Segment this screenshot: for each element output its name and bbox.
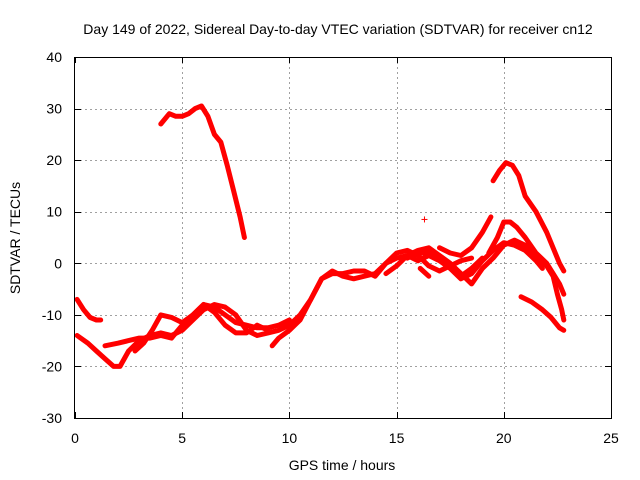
x-tick-label: 0 — [71, 430, 79, 446]
trace-11 — [490, 160, 567, 274]
trace-4 — [132, 302, 271, 354]
y-tick-label: 10 — [46, 204, 62, 220]
x-tick-label: 5 — [178, 430, 186, 446]
trace-9 — [404, 240, 545, 282]
plot-frame — [74, 57, 612, 419]
x-tick-label: 20 — [496, 430, 512, 446]
trace-10 — [437, 214, 494, 258]
trace-12 — [486, 219, 567, 297]
y-tick-label: 30 — [46, 101, 62, 117]
y-tick-label: 0 — [54, 255, 62, 271]
x-axis-label: GPS time / hours — [289, 457, 396, 473]
grid — [75, 57, 611, 418]
y-axis-ticks: -30 -20 -10 0 10 20 30 40 — [42, 49, 611, 426]
y-tick-label: -10 — [42, 307, 62, 323]
trace-14 — [417, 265, 432, 279]
x-tick-label: 25 — [603, 430, 619, 446]
y-tick-label: 40 — [46, 49, 62, 65]
y-tick-label: 20 — [46, 152, 62, 168]
x-tick-label: 10 — [282, 430, 298, 446]
y-tick-label: -30 — [42, 410, 62, 426]
trace-2 — [74, 302, 292, 369]
x-axis-ticks: 0 5 10 15 20 25 — [71, 57, 619, 446]
data-series — [74, 103, 567, 369]
y-axis-label: SDTVAR / TECUs — [7, 182, 23, 294]
x-tick-label: 15 — [389, 430, 405, 446]
chart-title: Day 149 of 2022, Sidereal Day-to-day VTE… — [83, 21, 593, 37]
trace-1 — [74, 296, 104, 323]
trace-13 — [518, 294, 567, 333]
outlier-points — [421, 216, 428, 223]
trace-5 — [158, 103, 247, 240]
outlier-point — [421, 216, 428, 223]
y-tick-label: -20 — [42, 358, 62, 374]
